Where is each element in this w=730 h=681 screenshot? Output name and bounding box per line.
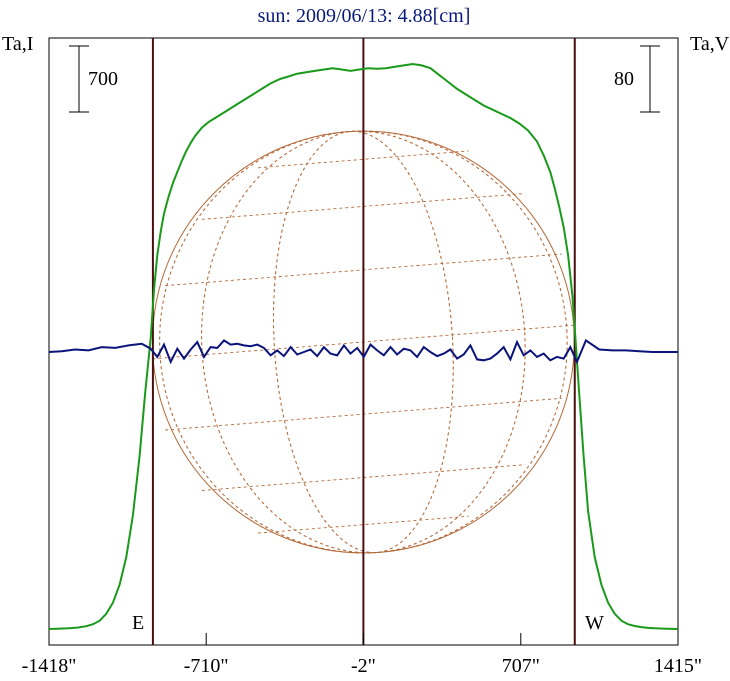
series-layer: [48, 62, 679, 630]
west-label: W: [585, 612, 604, 634]
left-axis-label: Ta,I: [2, 33, 33, 55]
east-label: E: [132, 612, 144, 634]
longitude-line: [159, 130, 568, 554]
latitude-line: [257, 515, 469, 534]
x-tick-label: 707": [502, 655, 540, 677]
limb-and-center-markers: [151, 38, 576, 645]
longitude-line: [201, 130, 526, 554]
polarization-series-line: [48, 338, 678, 365]
left-scale-value: 700: [88, 68, 118, 90]
x-tick-label: -710": [184, 655, 229, 677]
intensity-series-line: [48, 62, 679, 630]
right-scale-value: 80: [614, 68, 634, 90]
x-tick-label: -2": [351, 655, 376, 677]
right-scale-bar: [640, 45, 660, 113]
left-scale-bar: [69, 45, 89, 113]
x-tick-label: 1415": [654, 655, 702, 677]
x-axis-ticks: -1418" -710" -2" 707" 1415": [22, 633, 702, 677]
latitude-line: [257, 150, 469, 169]
longitude-line: [273, 130, 454, 554]
chart-title: sun: 2009/06/13: 4.88[cm]: [258, 5, 471, 27]
x-tick-label: -1418": [22, 655, 77, 677]
right-axis-label: Ta,V: [690, 33, 730, 55]
